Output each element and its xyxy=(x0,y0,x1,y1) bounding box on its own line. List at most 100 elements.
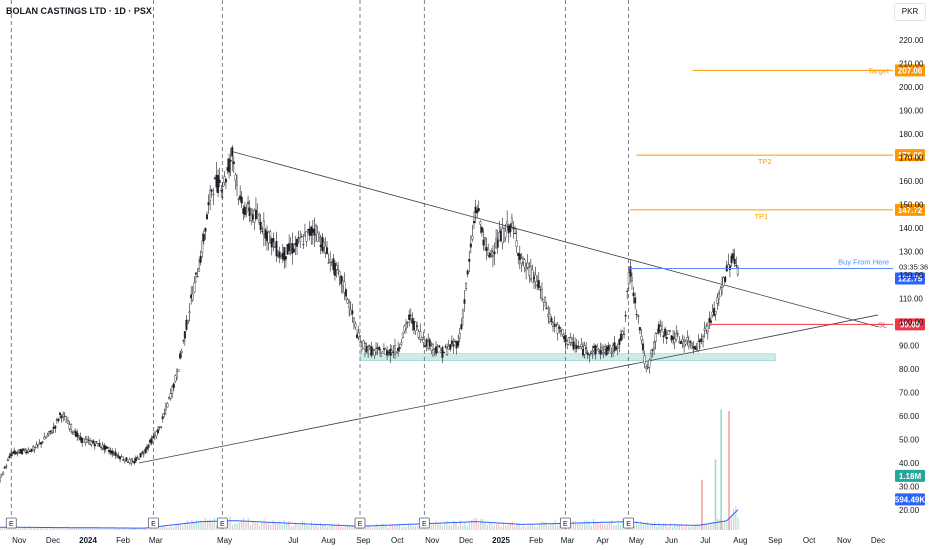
volume-bar xyxy=(73,527,76,530)
volume-bar xyxy=(407,524,410,530)
candle-body xyxy=(3,466,6,469)
volume-bar xyxy=(642,524,644,530)
currency-badge[interactable]: PKR xyxy=(894,3,926,21)
volume-bar xyxy=(365,528,367,530)
y-tick-label: 190.00 xyxy=(899,107,924,116)
volume-bar xyxy=(37,527,39,530)
candle-body xyxy=(708,318,711,323)
candle-body xyxy=(419,331,422,340)
candle-body xyxy=(439,350,442,353)
volume-bar xyxy=(534,526,536,530)
candle-body xyxy=(449,344,452,350)
candle-body xyxy=(138,458,141,460)
candle-body xyxy=(254,209,257,219)
volume-bar xyxy=(649,524,651,530)
candle-body xyxy=(345,289,348,297)
volume-bar xyxy=(331,523,333,530)
candle-body xyxy=(599,349,602,355)
candle-body xyxy=(65,420,68,423)
chart-title: BOLAN CASTINGS LTD · 1D · PSX xyxy=(6,6,152,16)
current-price-badge-text: 122.75 xyxy=(898,275,923,284)
volume-bar xyxy=(281,524,283,530)
volume-bar xyxy=(401,527,403,530)
volume-bar xyxy=(574,521,577,530)
volume-bar xyxy=(263,518,265,530)
volume-bar xyxy=(342,527,344,530)
volume-bar xyxy=(148,527,150,530)
x-axis: Nov Dec 2024 Feb Mar May Jul Aug Sep Oct Nov Dec 202… xyxy=(12,536,885,545)
candle-body xyxy=(349,309,352,316)
candle-body xyxy=(477,208,480,212)
candle-body xyxy=(35,444,38,448)
earnings-marker[interactable] xyxy=(148,517,159,529)
volume-bar xyxy=(471,519,473,530)
x-tick-label: May xyxy=(629,536,644,545)
volume-bar xyxy=(405,526,407,530)
candle-body xyxy=(689,340,692,343)
candle-body xyxy=(354,323,357,328)
candle-body xyxy=(648,359,651,368)
volume-bar xyxy=(459,520,462,530)
candle-body xyxy=(82,438,85,443)
volume-bar xyxy=(559,522,561,530)
candle-body xyxy=(654,333,657,342)
x-tick-label: Feb xyxy=(529,536,543,545)
volume-bar xyxy=(446,520,448,530)
trendline[interactable] xyxy=(232,151,879,328)
y-tick-label: 110.00 xyxy=(899,295,923,304)
candle-body xyxy=(269,231,272,237)
grid-lines xyxy=(10,0,629,530)
support-zone[interactable] xyxy=(359,353,776,362)
volume-bar xyxy=(633,525,635,530)
volume-bar xyxy=(315,524,317,530)
candle-body xyxy=(406,322,409,324)
volume-bar xyxy=(98,528,100,530)
candle-body xyxy=(698,339,701,343)
volume-bar xyxy=(139,528,141,530)
volume-bar xyxy=(448,524,450,530)
volume-bar xyxy=(322,524,324,530)
volume-bar xyxy=(175,524,177,530)
volume-bar xyxy=(238,522,240,530)
volume-bar xyxy=(717,518,719,530)
earnings-marker[interactable] xyxy=(354,517,366,529)
candle-body xyxy=(585,347,588,349)
volume-bar xyxy=(570,524,572,530)
earnings-marker[interactable] xyxy=(559,517,571,529)
candle-body xyxy=(363,343,366,350)
candle-body xyxy=(310,226,313,236)
candle-body xyxy=(33,447,36,450)
candle-body xyxy=(272,238,275,243)
candle-body xyxy=(384,349,387,355)
candle-body xyxy=(518,253,521,260)
candle-body xyxy=(215,174,218,188)
volume-bar xyxy=(211,521,213,530)
earnings-marker[interactable] xyxy=(5,517,17,529)
earnings-marker[interactable] xyxy=(418,517,430,529)
candle-body xyxy=(329,259,332,262)
x-tick-label: Nov xyxy=(12,536,26,545)
candle-body xyxy=(351,310,354,315)
volume-bar xyxy=(392,524,394,530)
candle-body xyxy=(210,189,213,192)
candle-body xyxy=(74,431,77,437)
candle-body xyxy=(569,337,572,343)
volume-bar xyxy=(240,520,243,530)
candle-body xyxy=(427,341,430,349)
earnings-marker[interactable] xyxy=(216,517,228,529)
earnings-marker[interactable] xyxy=(623,517,634,529)
y-tick-label: 220.00 xyxy=(899,36,924,45)
candle-body xyxy=(25,451,28,454)
candle-body xyxy=(387,351,390,353)
candle-body xyxy=(523,259,526,268)
candle-body xyxy=(420,337,423,340)
candle-body xyxy=(433,348,436,350)
volume-bar xyxy=(541,521,543,530)
candle-body xyxy=(133,460,136,464)
volume-bar xyxy=(525,527,527,530)
volume-bar xyxy=(511,521,513,530)
candle-body xyxy=(179,353,182,359)
trendline[interactable] xyxy=(138,314,879,464)
volume-bar xyxy=(435,521,437,530)
